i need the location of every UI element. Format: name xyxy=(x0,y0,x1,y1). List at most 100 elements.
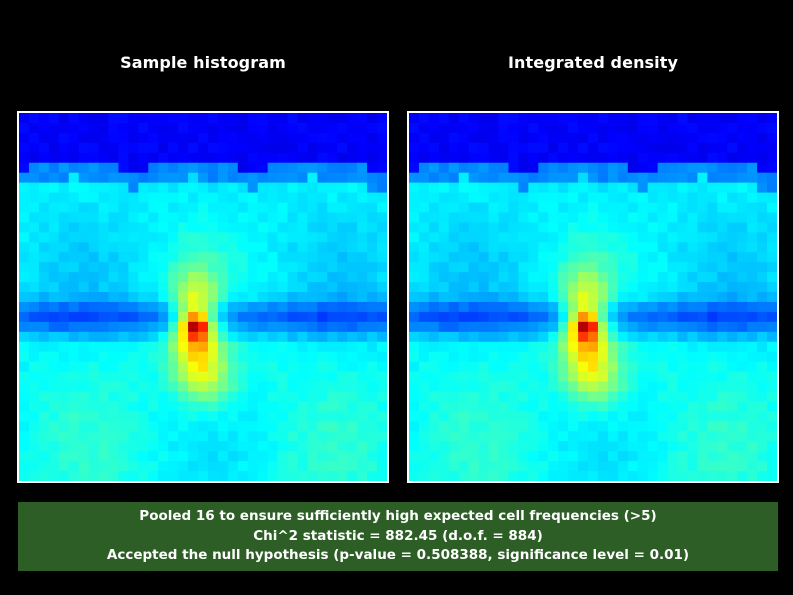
heatmap-cell xyxy=(468,292,480,303)
heatmap-cell xyxy=(88,242,100,253)
heatmap-cell xyxy=(178,451,189,462)
heatmap-cell xyxy=(757,252,768,263)
heatmap-cell xyxy=(198,212,209,224)
heatmap-cell xyxy=(118,142,130,154)
heatmap-cell xyxy=(98,162,110,174)
heatmap-cell xyxy=(118,441,130,452)
heatmap-cell xyxy=(767,152,777,164)
heatmap-cell xyxy=(568,401,579,412)
heatmap-cell xyxy=(217,331,229,343)
heatmap-cell xyxy=(548,142,559,154)
heatmap-cell xyxy=(188,471,199,481)
heatmap-cell xyxy=(317,381,328,393)
heatmap-cell xyxy=(138,242,149,253)
heatmap-cell xyxy=(617,301,629,313)
heatmap-cell xyxy=(38,451,50,462)
heatmap-cell xyxy=(217,292,229,303)
heatmap-cell xyxy=(38,381,50,393)
heatmap-cell xyxy=(548,292,559,303)
heatmap-cell xyxy=(307,311,318,323)
heatmap-cell xyxy=(677,321,689,333)
heatmap-cell xyxy=(637,272,649,283)
heatmap-cell xyxy=(78,142,90,154)
heatmap-cell xyxy=(88,142,100,154)
heatmap-cell xyxy=(88,192,100,204)
heatmap-cell xyxy=(128,441,139,452)
heatmap-cell xyxy=(337,232,348,243)
heatmap-cell xyxy=(58,232,70,243)
heatmap-cell xyxy=(468,182,480,194)
heatmap-cell xyxy=(528,301,539,313)
heatmap-cell xyxy=(19,262,30,273)
heatmap-cell xyxy=(68,142,80,154)
heatmap-cell xyxy=(438,202,450,214)
heatmap-cell xyxy=(257,292,269,303)
heatmap-cell xyxy=(409,182,420,194)
heatmap-cell xyxy=(158,172,169,184)
heatmap-cell xyxy=(588,341,599,353)
heatmap-cell xyxy=(617,411,629,422)
heatmap-cell xyxy=(377,331,387,343)
heatmap-cell xyxy=(19,113,30,124)
heatmap-cell xyxy=(647,252,659,263)
heatmap-cell xyxy=(409,222,420,233)
heatmap-cell xyxy=(697,471,708,481)
heatmap-cell xyxy=(128,421,139,432)
heatmap-cell xyxy=(237,461,249,472)
heatmap-cell xyxy=(558,242,569,253)
heatmap-cell xyxy=(409,132,420,144)
heatmap-cell xyxy=(198,182,209,194)
heatmap-cell xyxy=(498,421,510,432)
heatmap-cell xyxy=(108,222,120,233)
heatmap-cell xyxy=(98,471,110,481)
heatmap-cell xyxy=(168,192,179,204)
heatmap-cell xyxy=(88,391,100,403)
heatmap-cell xyxy=(168,351,179,363)
heatmap-cell xyxy=(188,301,199,313)
heatmap-cell xyxy=(558,172,569,184)
heatmap-cell xyxy=(307,292,318,303)
heatmap-cell xyxy=(128,282,139,293)
heatmap-cell xyxy=(78,301,90,313)
heatmap-cell xyxy=(287,132,299,144)
heatmap-cell xyxy=(88,371,100,383)
heatmap-cell xyxy=(28,421,40,432)
heatmap-cell xyxy=(227,331,239,343)
heatmap-cell xyxy=(737,391,748,403)
heatmap-cell xyxy=(327,202,338,214)
heatmap-cell xyxy=(409,262,420,273)
heatmap-cell xyxy=(578,351,589,363)
heatmap-cell xyxy=(48,441,60,452)
heatmap-cell xyxy=(297,142,309,154)
heatmap-cell xyxy=(757,222,768,233)
heatmap-cell xyxy=(627,162,639,174)
heatmap-cell xyxy=(317,431,328,442)
heatmap-cell xyxy=(458,132,470,144)
heatmap-cell xyxy=(357,212,368,224)
heatmap-cell xyxy=(188,162,199,174)
heatmap-cell xyxy=(28,222,40,233)
heatmap-cell xyxy=(727,222,738,233)
heatmap-cell xyxy=(347,132,358,144)
heatmap-cell xyxy=(128,132,139,144)
heatmap-cell xyxy=(88,311,100,323)
heatmap-cell xyxy=(247,361,259,373)
heatmap-cell xyxy=(128,411,139,422)
heatmap-cell xyxy=(28,152,40,164)
heatmap-cell xyxy=(287,301,299,313)
heatmap-cell xyxy=(277,252,289,263)
heatmap-cell xyxy=(588,232,599,243)
heatmap-cell xyxy=(508,331,520,343)
heatmap-cell xyxy=(68,282,80,293)
heatmap-cell xyxy=(767,192,777,204)
heatmap-cell xyxy=(217,252,229,263)
heatmap-cell xyxy=(108,122,120,134)
heatmap-cell xyxy=(607,222,619,233)
heatmap-cell xyxy=(727,132,738,144)
heatmap-cell xyxy=(138,341,149,353)
heatmap-cell xyxy=(528,391,539,403)
heatmap-cell xyxy=(68,242,80,253)
heatmap-cell xyxy=(128,451,139,462)
heatmap-cell xyxy=(488,431,500,442)
heatmap-cell xyxy=(418,142,430,154)
